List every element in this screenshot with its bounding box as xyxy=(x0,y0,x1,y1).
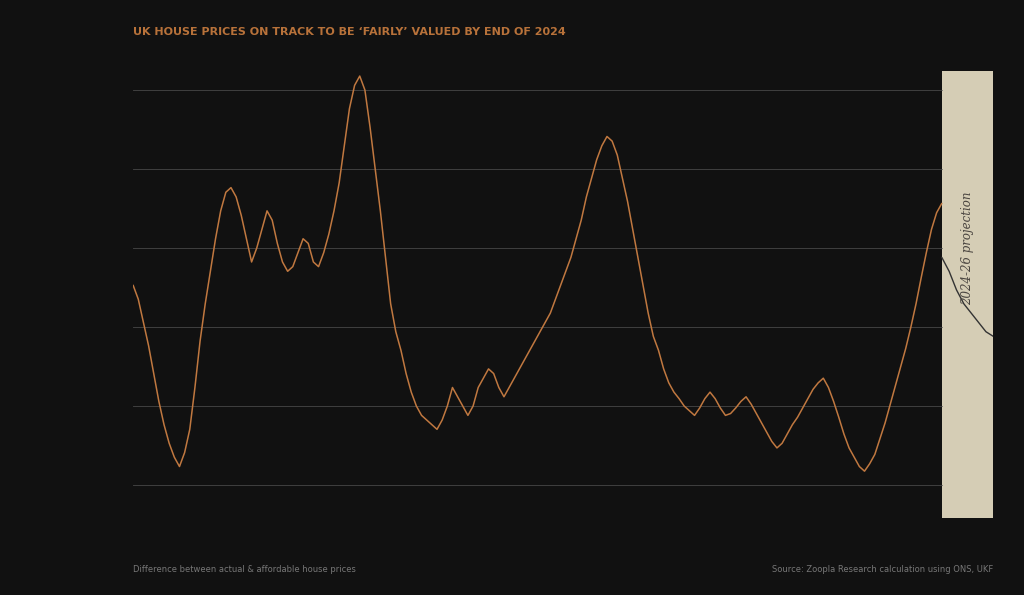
Text: Source: Zoopla Research calculation using ONS, UKF: Source: Zoopla Research calculation usin… xyxy=(772,565,993,574)
Text: UK HOUSE PRICES ON TRACK TO BE ‘FAIRLY’ VALUED BY END OF 2024: UK HOUSE PRICES ON TRACK TO BE ‘FAIRLY’ … xyxy=(133,27,566,37)
Text: 2024-26 projection: 2024-26 projection xyxy=(962,191,974,305)
Bar xyxy=(942,71,993,518)
Text: Difference between actual & affordable house prices: Difference between actual & affordable h… xyxy=(133,565,356,574)
